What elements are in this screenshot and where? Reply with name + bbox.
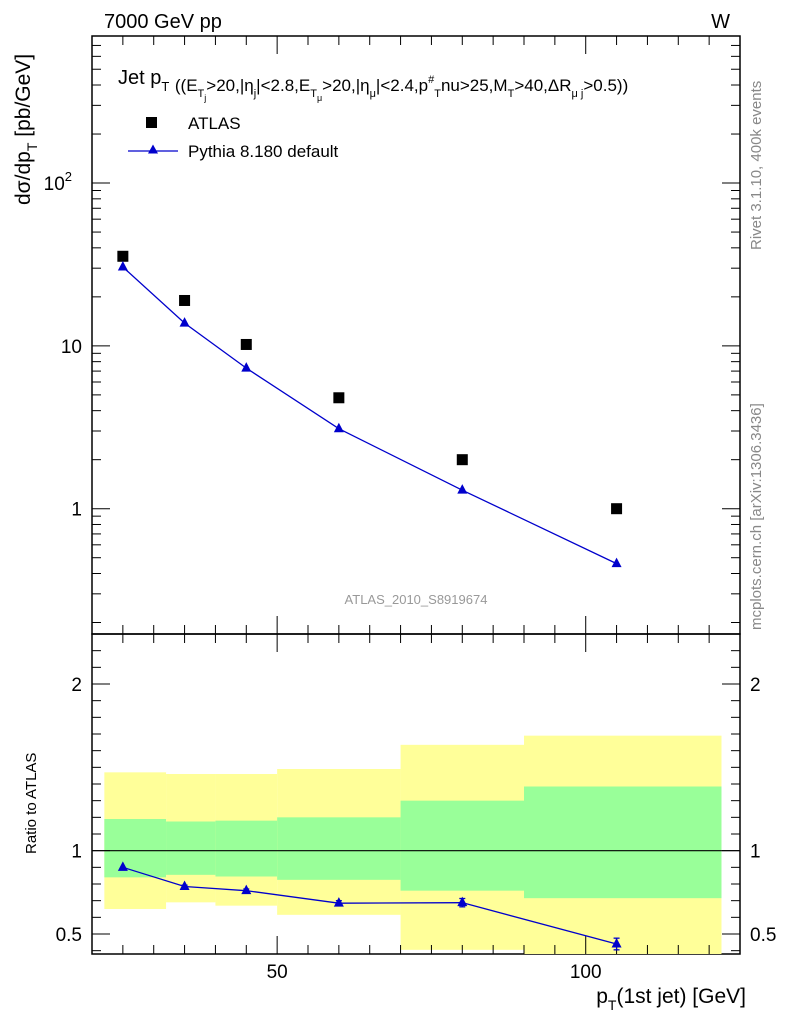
plot-title-cut-text: >20,|η [322,76,369,95]
pythia-data-point [457,484,468,494]
atlas-data-point [117,250,129,262]
x-axis-label-a: p [596,985,608,1008]
plot-title-cut-text: j [253,88,256,100]
plot-title-cut-text: |<2.4,p [376,76,428,95]
ratio-data-point [611,938,622,948]
plot-title: Jet pT ((ETj>20,|ηj|<2.8,ETμ>20,|ημ|<2.4… [118,67,628,103]
plot-title-cut-text: T [508,88,515,100]
pythia-data-point [241,362,252,372]
x-axis-label-sub: T [608,997,617,1013]
ratio-data-point [241,884,252,895]
inner-uncertainty-band [277,817,401,880]
x-tick-label: 100 [570,962,602,983]
ratio-y-axis-label: Ratio to ATLAS [23,753,40,854]
plot-title-cut-text: |<2.8,E [256,76,310,95]
legend-pythia-label: Pythia 8.180 default [188,142,339,161]
y-tick-label: 102 [44,169,72,195]
plot-title-cut-text: >20,|η [206,76,253,95]
pythia-data-point [333,422,344,433]
plot-title-cut-text: # [428,74,435,86]
plot-title-cut-text: T [434,88,441,100]
atlas-data-point [456,454,468,466]
legend-atlas-label: ATLAS [188,114,241,133]
x-tick-label: 50 [267,962,288,983]
ratio-y-tick-label-right: 0.5 [750,925,776,946]
ratio-curve [122,866,617,945]
x-axis-label-b: (1st jet) [GeV] [616,985,746,1008]
plot-title-cut-text: ((E [175,76,198,95]
inner-uncertainty-band [400,800,524,891]
ratio-data-point [179,880,190,890]
process-label: W [711,11,730,33]
main-y-axis-label-b: [pb/GeV] [12,54,35,137]
ratio-uncertainty-bands [92,735,740,954]
plot-title-cut-text: j [203,93,206,103]
inner-uncertainty-band [215,820,278,877]
ratio-y-tick-label: 2 [71,675,82,696]
inner-uncertainty-band [104,819,167,878]
main-y-axis-label: dσ/dpT [pb/GeV] [12,54,40,205]
plot-title-cut-text: T [198,88,205,100]
main-y-axis-label-a: dσ/dp [12,151,35,205]
x-axis-label: pT(1st jet) [GeV] [596,985,746,1013]
ratio-data-point [333,897,344,907]
ratio-data-point [457,896,468,907]
inner-uncertainty-band [524,786,722,899]
plot-title-main-sub: T [161,79,169,94]
plot-title-cut-text: >0.5)) [583,76,628,95]
main-y-axis-label-sub: T [24,142,40,151]
plot-title-cut-text: T [310,88,317,100]
ratio-y-tick-label-right: 1 [750,842,761,863]
pythia-curve [122,266,617,565]
plot-title-cut-text: μ [317,93,322,103]
energy-label: 7000 GeV pp [104,11,222,33]
main-plot-marks [117,250,623,568]
legend: ATLAS Pythia 8.180 default [128,114,339,161]
ratio-panel-frame [91,633,741,955]
plot-title-cut-text: μ j [572,88,584,100]
y-tick-exponent: 2 [65,169,72,184]
ratio-data-point [117,861,128,871]
plot-title-cut-text: μ [370,88,376,100]
inner-uncertainty-band [166,821,216,875]
plot-title-cut-text: nu>25,M [441,76,508,95]
pythia-data-point [117,261,128,271]
atlas-data-point [333,392,345,404]
main-axis-ticks: 1 10 102 [44,35,741,634]
y-tick-label: 10 [61,337,82,358]
ratio-y-tick-label: 1 [71,842,82,863]
y-tick-label: 1 [71,500,82,521]
legend-atlas-marker [146,117,157,128]
pythia-data-point [179,317,190,327]
atlas-data-point [179,294,191,306]
atlas-data-point [240,338,252,350]
mcplots-info-label: mcplots.cern.ch [arXiv:1306.3436] [748,403,765,630]
rivet-info-label: Rivet 3.1.10, 400k events [748,81,765,250]
legend-pythia-marker [148,144,158,154]
atlas-data-point [611,503,623,515]
ratio-y-tick-label-right: 2 [750,675,761,696]
pythia-data-point [611,557,622,568]
analysis-watermark: ATLAS_2010_S8919674 [345,592,488,607]
ratio-y-tick-label: 0.5 [56,925,82,946]
plot-title-cut-text: >40,ΔR [514,76,571,95]
ratio-plot-marks [117,861,622,951]
plot-title-main: Jet p [118,67,161,89]
